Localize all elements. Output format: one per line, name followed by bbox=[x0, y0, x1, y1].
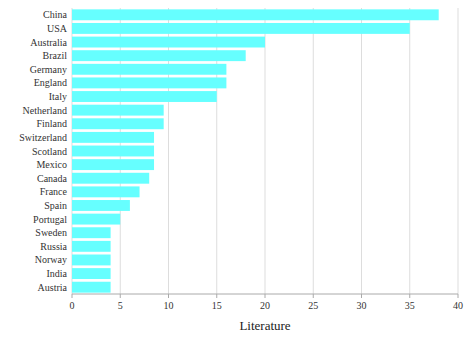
bar bbox=[72, 118, 164, 129]
bar bbox=[72, 132, 154, 143]
y-tick-label: Mexico bbox=[36, 159, 67, 170]
x-tick-label: 0 bbox=[70, 300, 75, 311]
bars bbox=[72, 9, 439, 292]
y-tick-label: England bbox=[34, 77, 67, 88]
grid bbox=[72, 8, 458, 294]
y-axis: China USA Australia Brazil Germany England Ita… bbox=[19, 9, 68, 292]
x-tick bbox=[168, 294, 169, 298]
x-tick-label: 30 bbox=[357, 300, 367, 311]
y-tick-label: Portugal bbox=[33, 214, 67, 225]
bar bbox=[72, 23, 410, 34]
bar bbox=[72, 268, 111, 279]
x-tick bbox=[216, 294, 217, 298]
bar bbox=[72, 77, 226, 88]
chart-container: 0 5 10 15 20 25 30 35 40 China USA Australia Brazil G… bbox=[0, 0, 474, 338]
bar bbox=[72, 159, 154, 170]
x-tick-label: 5 bbox=[118, 300, 123, 311]
x-axis: 0 5 10 15 20 25 30 35 40 bbox=[70, 294, 464, 311]
x-tick-label: 40 bbox=[453, 300, 463, 311]
x-tick-label: 35 bbox=[405, 300, 415, 311]
grid-line bbox=[313, 8, 314, 294]
bar bbox=[72, 186, 140, 197]
y-tick-label: Switzerland bbox=[19, 132, 67, 143]
x-tick-label: 10 bbox=[164, 300, 174, 311]
chart-svg: 0 5 10 15 20 25 30 35 40 China USA Australia Brazil G… bbox=[0, 0, 474, 338]
x-axis-label: Literature bbox=[239, 318, 290, 333]
bar bbox=[72, 105, 164, 116]
bar bbox=[72, 214, 120, 225]
y-tick-label: China bbox=[43, 9, 67, 20]
x-tick-label: 20 bbox=[260, 300, 270, 311]
y-tick-label: France bbox=[40, 186, 68, 197]
bar bbox=[72, 227, 111, 238]
bar bbox=[72, 173, 149, 184]
bar bbox=[72, 9, 439, 20]
y-tick-label: Finland bbox=[36, 118, 67, 129]
x-tick-label: 15 bbox=[212, 300, 222, 311]
grid-line bbox=[409, 8, 410, 294]
y-tick-label: USA bbox=[47, 23, 68, 34]
bar bbox=[72, 282, 111, 293]
y-tick-label: Netherland bbox=[23, 105, 67, 116]
x-tick bbox=[409, 294, 410, 298]
y-tick-label: Brazil bbox=[43, 50, 68, 61]
bar bbox=[72, 146, 154, 157]
grid-line bbox=[458, 8, 459, 294]
y-tick-label: Austria bbox=[38, 282, 68, 293]
y-tick-label: Scotland bbox=[32, 146, 67, 157]
bar bbox=[72, 200, 130, 211]
x-tick bbox=[458, 294, 459, 298]
y-tick-label: Norway bbox=[35, 254, 67, 265]
x-tick bbox=[72, 294, 73, 298]
x-tick bbox=[361, 294, 362, 298]
y-tick-label: Spain bbox=[44, 200, 67, 211]
bar bbox=[72, 64, 226, 75]
x-tick bbox=[265, 294, 266, 298]
bar bbox=[72, 37, 265, 48]
y-tick-label: India bbox=[46, 268, 67, 279]
bar bbox=[72, 241, 111, 252]
y-tick-label: Italy bbox=[49, 91, 67, 102]
y-tick-label: Sweden bbox=[35, 227, 67, 238]
y-tick-label: Australia bbox=[30, 37, 67, 48]
bar bbox=[72, 91, 217, 102]
bar bbox=[72, 255, 111, 266]
x-tick bbox=[120, 294, 121, 298]
grid-line bbox=[361, 8, 362, 294]
y-tick-label: Canada bbox=[37, 173, 68, 184]
y-tick-label: Germany bbox=[30, 64, 67, 75]
grid-line bbox=[265, 8, 266, 294]
x-tick-label: 25 bbox=[308, 300, 318, 311]
x-tick bbox=[313, 294, 314, 298]
y-tick-label: Russia bbox=[40, 241, 67, 252]
bar bbox=[72, 50, 246, 61]
